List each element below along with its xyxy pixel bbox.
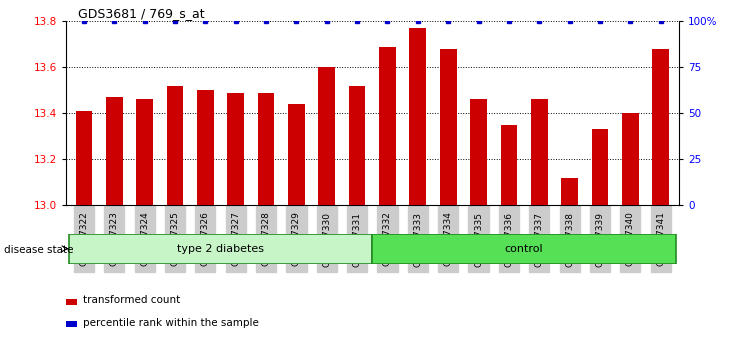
Text: GDS3681 / 769_s_at: GDS3681 / 769_s_at [78, 7, 204, 20]
Bar [197, 90, 214, 205]
Bar [288, 104, 304, 205]
Text: type 2 diabetes: type 2 diabetes [177, 244, 264, 254]
Text: disease state: disease state [4, 245, 73, 255]
Bar [227, 93, 244, 205]
Bar [440, 49, 456, 205]
Bar [653, 49, 669, 205]
Text: control: control [504, 244, 543, 254]
Bar [137, 99, 153, 205]
Text: percentile rank within the sample: percentile rank within the sample [83, 318, 258, 328]
Text: transformed count: transformed count [83, 295, 180, 305]
Bar [106, 97, 123, 205]
Bar [69, 234, 372, 264]
Bar [622, 113, 639, 205]
Bar [561, 178, 578, 205]
Bar [349, 86, 366, 205]
Bar [318, 67, 335, 205]
Bar [379, 47, 396, 205]
Bar [166, 86, 183, 205]
Bar [258, 93, 274, 205]
Bar [531, 99, 548, 205]
Bar [501, 125, 518, 205]
Bar [591, 130, 608, 205]
Bar [372, 234, 676, 264]
Bar [410, 28, 426, 205]
Bar [470, 99, 487, 205]
Bar [66, 321, 77, 327]
Bar [76, 111, 92, 205]
Bar [66, 299, 77, 305]
